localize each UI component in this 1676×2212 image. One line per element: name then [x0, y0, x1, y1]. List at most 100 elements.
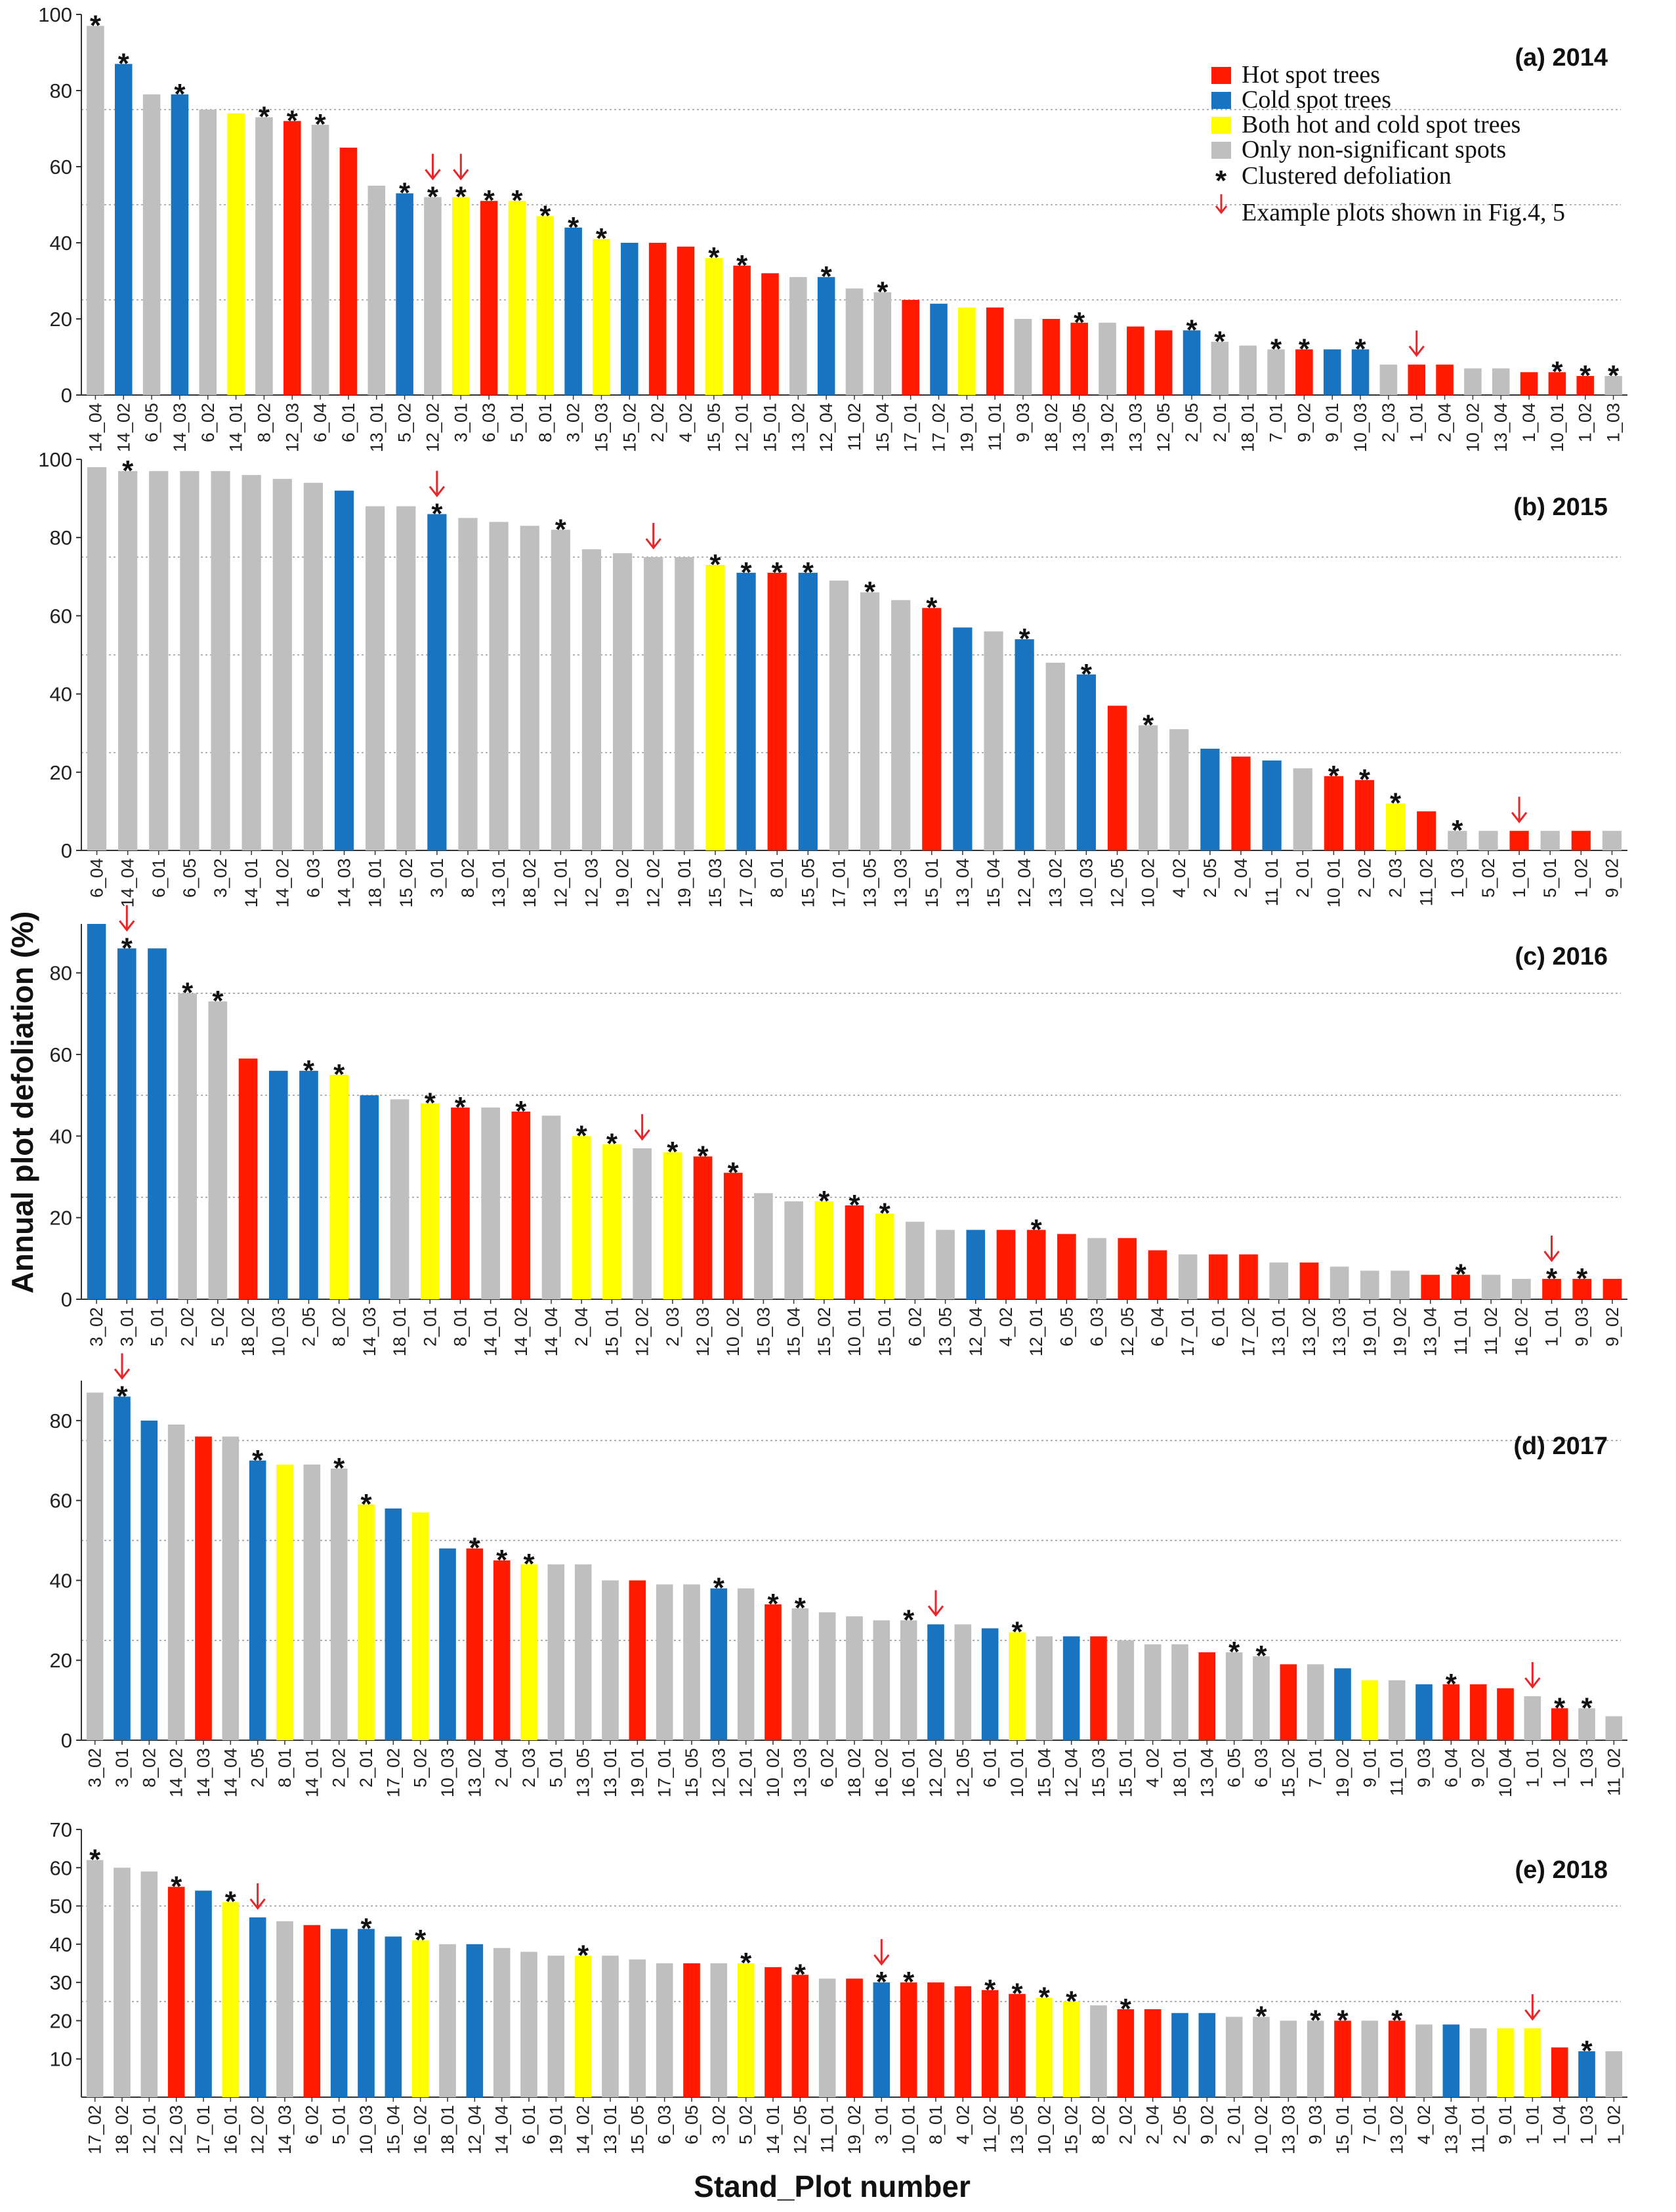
x-tick-label: 13_02 [788, 403, 808, 452]
bar [1361, 1680, 1379, 1740]
bar [1351, 349, 1370, 395]
bar [1571, 831, 1591, 850]
bar [1391, 1270, 1410, 1299]
bar [1198, 1652, 1216, 1740]
x-tick-label: 2_02 [1116, 2105, 1135, 2144]
x-tick-label: 10_03 [1076, 858, 1096, 908]
x-tick-label: 19_01 [627, 1748, 647, 1797]
bar [900, 1982, 917, 2097]
bar [1578, 1708, 1595, 1740]
x-tick-label: 13_01 [600, 1748, 620, 1797]
legend-star-icon: * [1215, 165, 1227, 197]
x-tick-label: 2_03 [1386, 858, 1406, 898]
x-tick-label: 3_02 [211, 858, 230, 898]
bar [927, 1982, 944, 2097]
bar [118, 470, 138, 850]
example-plot-arrow-icon [1543, 1235, 1560, 1263]
bar [1139, 725, 1158, 850]
x-tick-label: 9_03 [1572, 1307, 1592, 1346]
x-tick-label: 8_02 [139, 1748, 159, 1787]
arrow-head [429, 486, 446, 497]
bar [846, 1978, 863, 2097]
clustered-star-icon: * [1554, 1692, 1566, 1724]
x-tick-label: 6_02 [302, 2105, 322, 2144]
clustered-star-icon: * [431, 497, 443, 530]
bar [385, 1508, 402, 1740]
x-tick-label: 2_04 [492, 1748, 512, 1787]
bar [1183, 330, 1201, 395]
x-tick-label: 1_01 [1522, 2105, 1542, 2144]
x-tick-label: 5_01 [546, 1748, 566, 1787]
bar [791, 1608, 809, 1740]
clustered-star-icon: * [1255, 2001, 1267, 2033]
clustered-star-icon: * [1120, 1993, 1132, 2025]
bar [299, 1070, 318, 1299]
x-tick-label: 6_05 [180, 858, 199, 898]
x-tick-label: 3_01 [451, 403, 471, 442]
panel-2: 0 20 40 60 80 (c) 2016 3_02 3_01 * 5_01 2_02 * 5_02 *… [50, 905, 1627, 1356]
bar [87, 26, 104, 395]
bar [705, 258, 723, 395]
y-tick-label: 60 [50, 156, 72, 178]
bar [845, 288, 864, 395]
clustered-star-icon: * [496, 1544, 508, 1576]
x-tick-label: 14_01 [481, 1307, 501, 1356]
arrow-head [1511, 812, 1528, 824]
x-tick-label: 17_02 [383, 1748, 403, 1797]
x-tick-label: 12_01 [1026, 1307, 1046, 1356]
y-tick-label: 20 [50, 308, 72, 331]
x-tick-label: 8_02 [1089, 2105, 1108, 2144]
bar [86, 1392, 104, 1740]
x-tick-label: 13_04 [953, 858, 973, 908]
x-tick-label: 5_01 [507, 403, 527, 442]
bar [149, 470, 169, 850]
x-tick-label: 1_03 [1577, 2105, 1597, 2144]
bar [303, 1925, 321, 2097]
bar [86, 1860, 104, 2097]
clustered-star-icon: * [1446, 1668, 1457, 1700]
bar [148, 948, 167, 1299]
clustered-star-icon: * [333, 1058, 345, 1091]
clustered-star-icon: * [118, 47, 130, 79]
x-tick-label: 2_05 [1170, 2105, 1190, 2144]
clustered-star-icon: * [1255, 1640, 1267, 1672]
bar [1524, 1696, 1541, 1740]
x-tick-label: 12_03 [282, 403, 302, 452]
x-tick-label: 18_02 [1041, 403, 1061, 452]
clustered-star-icon: * [1576, 1263, 1588, 1295]
bar [547, 1564, 565, 1740]
bar [814, 1201, 834, 1299]
x-tick-label: 19_01 [675, 858, 694, 908]
clustered-star-icon: * [287, 104, 299, 136]
x-tick-label: 12_05 [953, 1748, 973, 1797]
bar [1087, 1238, 1106, 1299]
x-tick-label: 17_01 [901, 403, 921, 452]
bar [1015, 639, 1034, 850]
x-tick-label: 1_02 [1550, 1748, 1570, 1787]
bar [1497, 2028, 1514, 2097]
y-tick-label: 60 [50, 1856, 72, 1879]
clustered-star-icon: * [455, 1091, 467, 1123]
bar [818, 1612, 836, 1740]
x-tick-label: 13_03 [1278, 2105, 1298, 2154]
legend-swatch-hot [1211, 67, 1231, 84]
x-tick-label: 6_02 [818, 1748, 837, 1787]
bar [1117, 1640, 1135, 1740]
clustered-star-icon: * [1270, 333, 1282, 365]
bar [572, 1136, 591, 1299]
clustered-star-icon: * [171, 1870, 182, 1902]
x-tick-label: 16_02 [411, 2105, 430, 2154]
bar [656, 1584, 673, 1740]
x-tick-label: 8_01 [767, 858, 787, 898]
bar [272, 478, 292, 850]
clustered-star-icon: * [511, 184, 523, 217]
bar [1209, 1254, 1228, 1299]
bar [1171, 2013, 1188, 2097]
arrow-head [425, 169, 441, 180]
bar [1469, 1684, 1487, 1740]
bar [1520, 372, 1538, 395]
arrow-head [873, 1954, 890, 1966]
x-tick-label: 6_03 [1251, 1748, 1271, 1787]
